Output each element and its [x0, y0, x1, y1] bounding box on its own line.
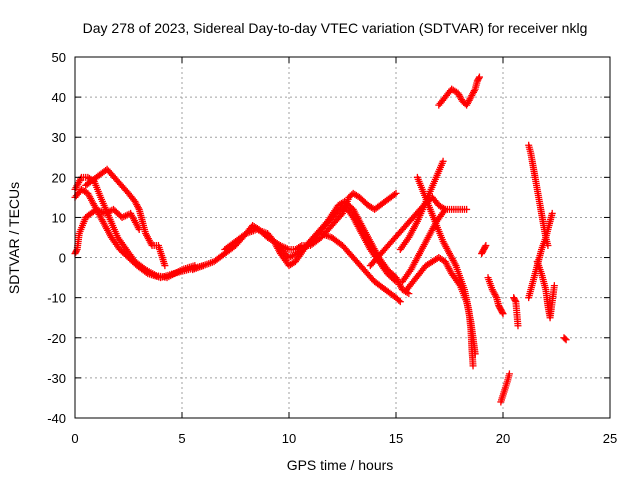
data-point [481, 243, 489, 251]
y-tick-label: 40 [52, 90, 66, 105]
y-tick-label: -30 [47, 371, 66, 386]
data-point [134, 204, 142, 212]
series-track-15 [478, 242, 490, 258]
data-point [395, 296, 403, 304]
x-tick-label: 25 [603, 431, 617, 446]
x-axis-label: GPS time / hours [287, 457, 394, 473]
data-point [396, 298, 404, 306]
y-tick-label: -20 [47, 331, 66, 346]
data-point [471, 350, 479, 358]
data-point [492, 292, 500, 300]
data-point [390, 191, 398, 199]
series-track-3 [71, 185, 207, 282]
series-track-4 [82, 165, 169, 270]
data-point [514, 322, 522, 330]
x-tick-label: 5 [178, 431, 185, 446]
data-point [439, 157, 447, 165]
y-axis-label: SDTVAR / TECUs [6, 182, 22, 294]
grid-lines [75, 57, 610, 418]
data-point [550, 282, 558, 290]
series-track-16 [484, 274, 507, 318]
data-point [548, 209, 556, 217]
x-tick-label: 0 [71, 431, 78, 446]
axis-ticks: 0 5 10 15 20 25 -40 -30 -20 -10 0 10 20 30 40 50 [47, 50, 617, 446]
data-point [392, 189, 400, 197]
y-tick-label: -40 [47, 411, 66, 426]
y-tick-label: 20 [52, 170, 66, 185]
x-tick-label: 15 [389, 431, 403, 446]
series-track-22 [560, 334, 570, 344]
data-point [498, 308, 506, 316]
data-point [505, 370, 513, 378]
data-point [337, 211, 345, 219]
y-tick-label: 30 [52, 130, 66, 145]
data-point [470, 87, 478, 95]
data-point [469, 362, 477, 370]
data-point [499, 310, 507, 318]
x-tick-label: 10 [282, 431, 296, 446]
y-tick-label: 50 [52, 50, 66, 65]
data-point [475, 73, 483, 81]
data-point [511, 296, 519, 304]
series-track-8 [317, 229, 404, 306]
series-track-7 [274, 197, 413, 298]
series-track-18 [510, 294, 522, 330]
data-point [561, 335, 569, 343]
data-point [405, 290, 413, 298]
data-point [441, 205, 449, 213]
chart-title: Day 278 of 2023, Sidereal Day-to-day VTE… [83, 20, 588, 36]
data-point [482, 242, 490, 250]
series-track-21 [533, 258, 558, 322]
series-track-13 [403, 254, 479, 358]
series-track-17 [497, 370, 513, 406]
data-point [562, 336, 570, 344]
y-tick-label: 0 [59, 251, 66, 266]
y-tick-label: 10 [52, 210, 66, 225]
y-tick-label: -10 [47, 291, 66, 306]
plot-frame [74, 56, 611, 419]
data-point [161, 262, 169, 270]
data-points [71, 73, 570, 406]
data-point [463, 205, 471, 213]
series-track-14 [435, 73, 483, 109]
data-point [72, 247, 80, 255]
x-tick-label: 20 [496, 431, 510, 446]
data-point [475, 74, 483, 82]
